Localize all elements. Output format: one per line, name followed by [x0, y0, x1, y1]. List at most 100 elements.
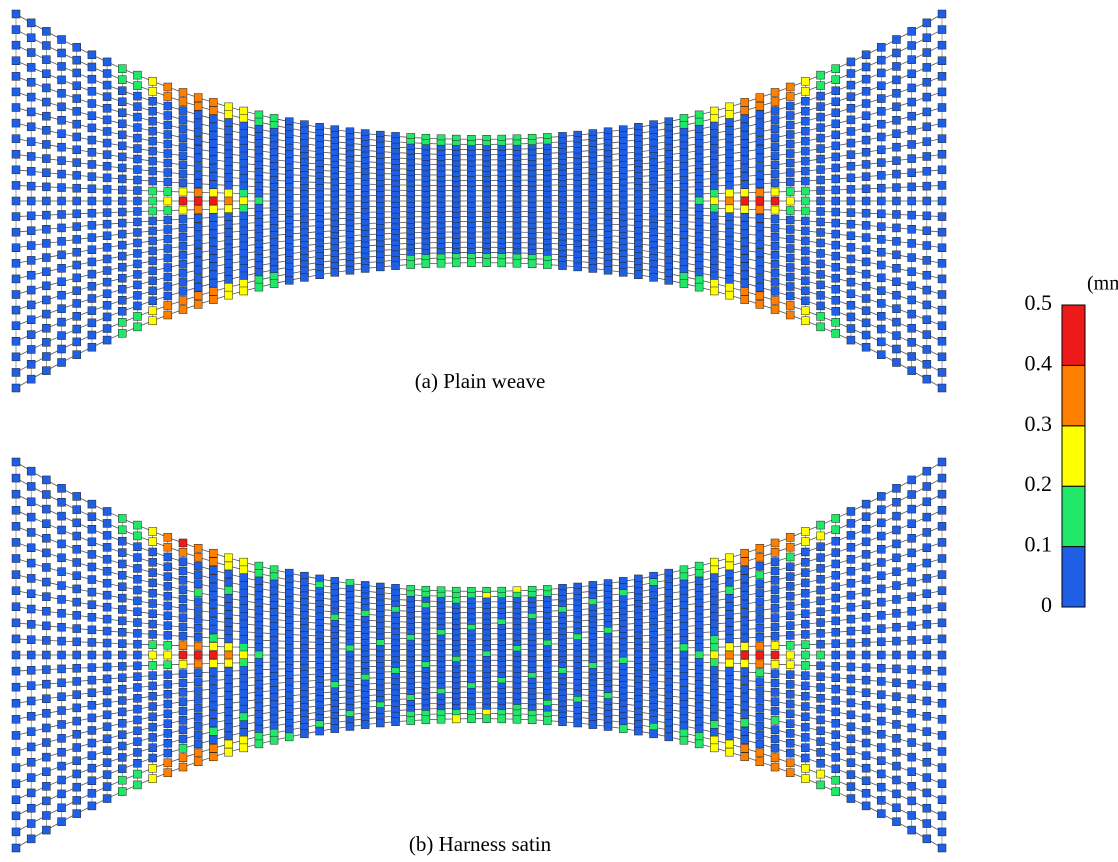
node — [710, 219, 718, 227]
node — [149, 538, 157, 546]
node — [741, 736, 749, 744]
node — [847, 627, 855, 635]
colorbar-segment — [1062, 365, 1085, 425]
node — [58, 734, 66, 742]
colorbar-tick-label: 0.3 — [1025, 411, 1053, 436]
node — [710, 107, 718, 115]
node — [42, 797, 50, 805]
node — [725, 111, 733, 119]
node — [194, 589, 202, 597]
node — [255, 688, 263, 696]
node — [892, 49, 900, 57]
node — [58, 358, 66, 366]
node — [240, 620, 248, 628]
node — [923, 375, 931, 383]
node — [832, 98, 840, 106]
node — [285, 733, 293, 741]
node — [801, 277, 809, 285]
node — [892, 582, 900, 590]
node — [225, 134, 233, 142]
node — [58, 818, 66, 826]
node — [710, 204, 718, 212]
node — [255, 584, 263, 592]
node — [240, 728, 248, 736]
node — [771, 632, 779, 640]
node — [27, 820, 35, 828]
node — [801, 107, 809, 115]
node — [832, 142, 840, 150]
node — [42, 282, 50, 290]
node — [88, 752, 96, 760]
node — [862, 789, 870, 797]
node — [164, 292, 172, 300]
node — [58, 540, 66, 548]
node — [710, 690, 718, 698]
node — [892, 184, 900, 192]
node — [255, 233, 263, 241]
node — [741, 148, 749, 156]
node — [103, 324, 111, 332]
node — [938, 764, 946, 772]
node — [725, 619, 733, 627]
node — [695, 211, 703, 219]
node — [88, 148, 96, 156]
node — [194, 257, 202, 265]
node — [938, 228, 946, 236]
node — [756, 713, 764, 721]
node — [240, 137, 248, 145]
node — [194, 598, 202, 606]
node — [179, 558, 187, 566]
node — [12, 150, 20, 158]
node — [133, 281, 141, 289]
node — [88, 185, 96, 193]
node — [877, 274, 885, 282]
node — [892, 210, 900, 218]
node — [12, 337, 20, 345]
node — [27, 138, 35, 146]
node — [817, 176, 825, 184]
node — [73, 274, 81, 282]
node — [88, 613, 96, 621]
node — [58, 157, 66, 165]
node — [58, 526, 66, 534]
node — [741, 575, 749, 583]
node — [12, 731, 20, 739]
node — [908, 324, 916, 332]
node — [149, 558, 157, 566]
node — [27, 286, 35, 294]
node — [725, 181, 733, 189]
node — [756, 749, 764, 757]
node — [741, 592, 749, 600]
node — [710, 574, 718, 582]
node — [832, 583, 840, 591]
node — [725, 197, 733, 205]
node — [73, 287, 81, 295]
node — [847, 267, 855, 275]
node — [923, 93, 931, 101]
node — [938, 683, 946, 691]
node — [209, 609, 217, 617]
node — [103, 116, 111, 124]
node — [27, 513, 35, 521]
node — [817, 92, 825, 100]
node — [771, 576, 779, 584]
node — [133, 270, 141, 278]
node — [12, 353, 20, 361]
node — [225, 252, 233, 260]
node — [179, 726, 187, 734]
node — [710, 682, 718, 690]
node — [133, 662, 141, 670]
node — [801, 692, 809, 700]
node — [650, 730, 658, 738]
colorbar-segment — [1062, 305, 1085, 365]
node — [88, 764, 96, 772]
node — [756, 111, 764, 119]
node — [741, 753, 749, 761]
node — [877, 287, 885, 295]
node — [103, 151, 111, 159]
node — [710, 137, 718, 145]
node — [12, 306, 20, 314]
node — [270, 658, 278, 666]
node — [771, 567, 779, 575]
node — [771, 595, 779, 603]
